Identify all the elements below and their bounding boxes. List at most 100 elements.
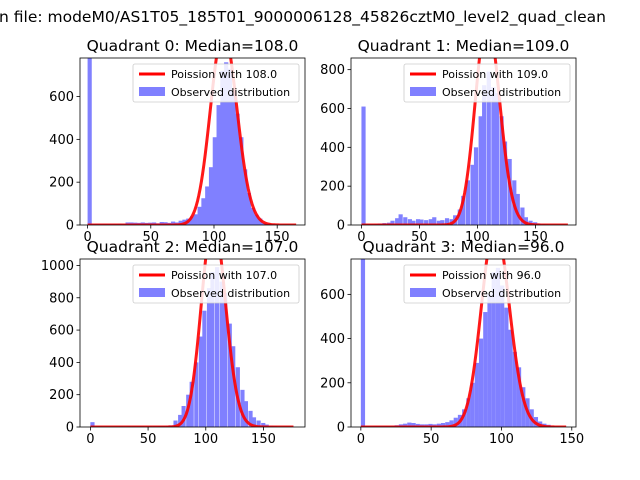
hist-bar: [215, 267, 220, 427]
chart-title: Quadrant 3: Median=96.0: [363, 238, 565, 256]
hist-bar: [441, 423, 446, 427]
hist-bar: [208, 167, 214, 225]
hist-bar: [239, 137, 244, 225]
x-tick-label: 50: [140, 432, 157, 447]
hist-bar: [482, 85, 487, 225]
x-tick-label: 50: [411, 230, 428, 245]
x-tick-label: 0: [86, 432, 94, 447]
y-tick-label: 0: [66, 421, 74, 436]
x-tick-label: 150: [523, 230, 548, 245]
hist-bar: [235, 113, 240, 225]
x-tick-label: 100: [202, 230, 227, 245]
axes-frame: [79, 258, 306, 428]
hist-bar: [499, 116, 504, 225]
axes-frame: [79, 57, 306, 226]
y-tick-label: 200: [49, 176, 74, 191]
y-tick-label: 600: [320, 288, 345, 303]
hist-bar: [361, 106, 366, 225]
plot-area: [87, 58, 297, 225]
hist-bar: [419, 219, 424, 225]
x-tick-label: 150: [265, 230, 290, 245]
hist-bar: [474, 362, 479, 427]
hist-bar: [407, 422, 412, 427]
x-tick-label: 100: [193, 432, 218, 447]
hist-bar: [440, 220, 445, 225]
hist-bar: [243, 401, 248, 427]
hist-bar: [227, 68, 233, 225]
hist-bar: [502, 141, 508, 225]
hist-bar: [243, 169, 248, 225]
chart-panel-0: 0 50 100 150 0 200 400 600 Quadrant 0: Median=10…: [49, 37, 306, 245]
y-tick-label: 1000: [41, 259, 74, 274]
hist-bar: [436, 220, 441, 225]
figure-suptitle: n file: modeM0/AS1T05_185T01_9000006128_…: [0, 0, 640, 30]
legend-hist-label: Observed distribution: [171, 86, 290, 99]
axes-frame: [350, 57, 577, 226]
hist-bar: [390, 220, 395, 225]
hist-bar: [465, 180, 470, 225]
hist-bar: [470, 164, 475, 225]
hist-bar: [189, 216, 195, 225]
chart-title: Quadrant 0: Median=108.0: [87, 37, 299, 55]
hist-bar: [181, 406, 186, 427]
hist-bar: [424, 220, 429, 225]
hist-bar: [523, 217, 528, 225]
legend-hist-label: Observed distribution: [442, 86, 561, 99]
y-tick-label: 400: [320, 332, 345, 347]
y-tick-label: 0: [66, 219, 74, 234]
poisson-fit-line: [87, 58, 297, 225]
y-tick-label: 800: [320, 63, 345, 78]
hist-bar: [193, 214, 198, 225]
legend-hist-label: Observed distribution: [442, 287, 561, 300]
hist-bar: [495, 267, 501, 427]
hist-bar: [206, 288, 212, 427]
hist-bar: [254, 214, 259, 225]
legend-box: [403, 264, 571, 304]
hist-bar: [250, 207, 255, 225]
hist-bar: [216, 105, 221, 225]
hist-bar: [515, 193, 520, 225]
hist-bar: [227, 323, 232, 427]
hist-bar: [205, 186, 210, 225]
hist-bar: [398, 214, 403, 225]
x-tick-label: 50: [423, 432, 440, 447]
hist-bar: [407, 219, 413, 225]
chart-panel-1: 0 50 100 150 0 200 400 600 800 Quadrant 1: Median…: [320, 37, 577, 245]
hist-bar: [428, 219, 433, 225]
hist-bar: [415, 423, 420, 427]
hist-bar: [201, 198, 206, 225]
hist-bar: [457, 209, 462, 225]
hist-bar: [360, 259, 366, 427]
legend-fit-label: Poission with 108.0: [171, 68, 277, 81]
hist-bar: [491, 87, 496, 225]
legend-hist-swatch: [139, 87, 165, 96]
y-tick-label: 800: [49, 291, 74, 306]
hist-bar: [87, 58, 92, 225]
x-tick-label: 150: [251, 432, 276, 447]
legend-fit-label: Poission with 96.0: [442, 269, 541, 282]
suptitle-text: n file: modeM0/AS1T05_185T01_9000006128_…: [0, 8, 606, 27]
x-tick-label: 0: [357, 230, 365, 245]
hist-bar: [411, 220, 416, 225]
chart-title: Quadrant 2: Median=107.0: [87, 238, 299, 256]
legend-fit-label: Poission with 109.0: [442, 68, 548, 81]
hist-bar: [504, 307, 509, 427]
hist-bar: [487, 294, 492, 427]
y-tick-label: 0: [337, 421, 345, 436]
hist-bar: [486, 71, 491, 225]
hist-bar: [173, 420, 178, 427]
hist-bar: [251, 417, 257, 427]
hist-bar: [432, 217, 437, 225]
legend-hist-label: Observed distribution: [171, 287, 290, 300]
hist-bar: [223, 292, 228, 427]
chart-title: Quadrant 1: Median=109.0: [358, 37, 570, 55]
poisson-fit-line: [360, 259, 567, 427]
hist-bar: [462, 409, 467, 427]
legend-fit-label: Poission with 107.0: [171, 269, 277, 282]
y-tick-label: 600: [49, 90, 74, 105]
hist-bar: [411, 423, 416, 427]
axes-frame: [350, 258, 577, 428]
hist-bar: [231, 92, 236, 225]
plot-area: [360, 259, 568, 427]
hist-bar: [415, 219, 421, 225]
